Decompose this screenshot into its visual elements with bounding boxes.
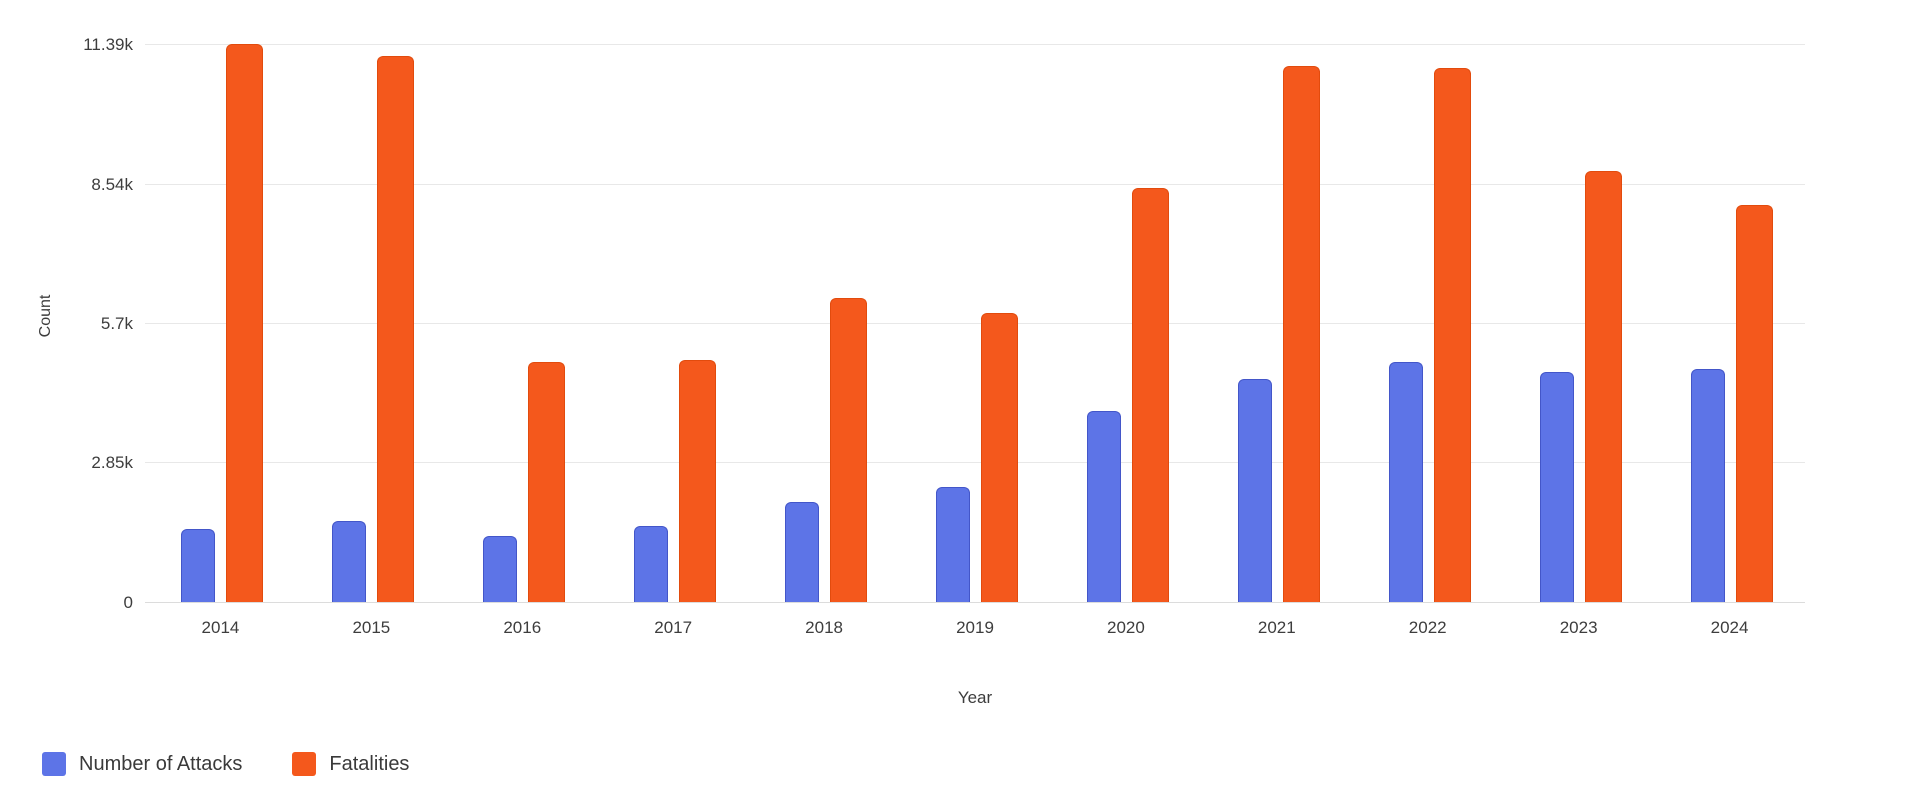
bar-fatalities-2015[interactable] xyxy=(377,55,415,602)
legend-label: Fatalities xyxy=(329,752,410,775)
x-tick-label-2019: 2019 xyxy=(956,618,994,637)
plot-area xyxy=(145,30,1805,603)
bar-fatalities-2021[interactable] xyxy=(1282,65,1320,602)
bar-fatalities-2019[interactable] xyxy=(981,313,1018,602)
x-tick-label-2020: 2020 xyxy=(1106,618,1145,637)
gridline xyxy=(145,322,1805,324)
bar-number-of-attacks-2016[interactable] xyxy=(483,535,518,602)
bar-number-of-attacks-2022[interactable] xyxy=(1388,362,1423,602)
x-tick-label-2022: 2022 xyxy=(1408,618,1447,637)
x-tick-label-2017: 2017 xyxy=(654,618,693,637)
x-axis-line xyxy=(145,602,1805,603)
bar-number-of-attacks-2014[interactable] xyxy=(181,528,216,602)
legend-item-fatalities[interactable]: Fatalities xyxy=(292,752,409,776)
bar-fatalities-2023[interactable] xyxy=(1584,171,1622,602)
bar-number-of-attacks-2021[interactable] xyxy=(1237,379,1272,602)
legend-swatch-number-of-attacks xyxy=(42,752,66,776)
bar-number-of-attacks-2020[interactable] xyxy=(1086,411,1121,602)
gridline xyxy=(145,462,1805,464)
bar-fatalities-2020[interactable] xyxy=(1131,188,1169,602)
bar-fatalities-2022[interactable] xyxy=(1433,68,1471,602)
bar-fatalities-2024[interactable] xyxy=(1735,205,1773,602)
bar-number-of-attacks-2024[interactable] xyxy=(1690,369,1725,602)
bar-fatalities-2017[interactable] xyxy=(679,359,717,602)
x-tick-label-2015: 2015 xyxy=(352,618,391,637)
gridline xyxy=(145,183,1805,185)
y-tick-label: 5.7k xyxy=(100,313,133,333)
bar-number-of-attacks-2015[interactable] xyxy=(332,521,367,602)
bar-number-of-attacks-2017[interactable] xyxy=(634,526,669,602)
legend: Number of Attacks Fatalities xyxy=(42,752,409,776)
y-tick-label: 8.54k xyxy=(91,174,133,194)
y-tick-label: 0 xyxy=(123,593,133,612)
bar-number-of-attacks-2023[interactable] xyxy=(1539,371,1574,602)
gridline xyxy=(145,44,1805,46)
bar-fatalities-2016[interactable] xyxy=(528,362,566,602)
x-tick-label-2018: 2018 xyxy=(805,618,843,637)
x-tick-label-2014: 2014 xyxy=(201,618,240,637)
legend-swatch-fatalities xyxy=(292,752,317,776)
bar-fatalities-2014[interactable] xyxy=(226,44,264,602)
legend-item-number-of-attacks[interactable]: Number of Attacks xyxy=(42,752,242,776)
bar-fatalities-2018[interactable] xyxy=(830,298,868,602)
x-tick-label-2021: 2021 xyxy=(1257,618,1296,637)
x-tick-label-2023: 2023 xyxy=(1559,618,1598,637)
x-tick-label-2024: 2024 xyxy=(1710,618,1749,637)
y-tick-label: 11.39k xyxy=(83,35,133,55)
x-tick-label-2016: 2016 xyxy=(503,618,542,637)
x-axis-title: Year xyxy=(957,688,993,707)
y-tick-label: 2.85k xyxy=(91,453,133,473)
bar-number-of-attacks-2019[interactable] xyxy=(936,486,970,602)
legend-label: Number of Attacks xyxy=(79,752,243,775)
bar-number-of-attacks-2018[interactable] xyxy=(785,501,820,602)
